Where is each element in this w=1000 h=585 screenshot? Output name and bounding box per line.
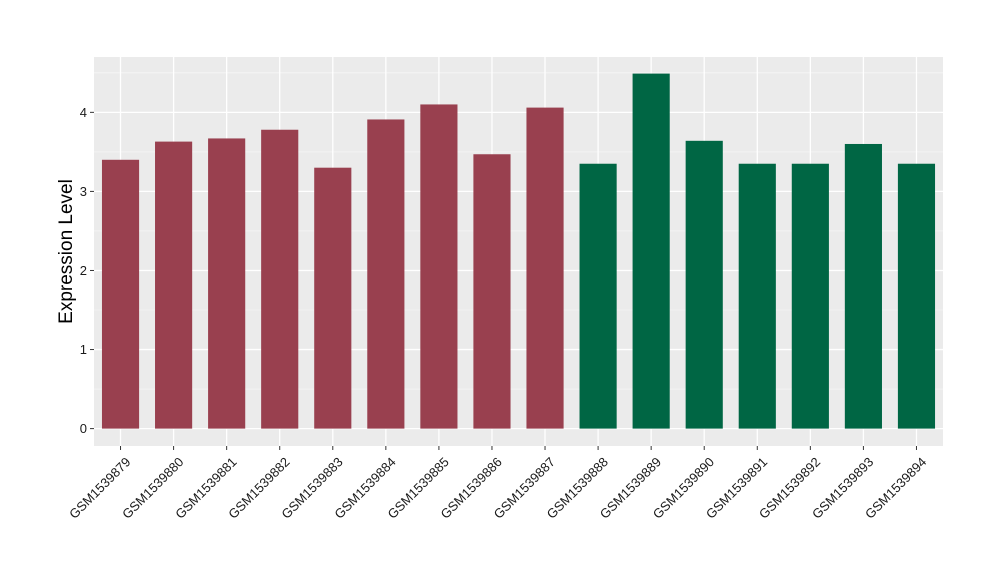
y-tick-label: 2: [80, 263, 87, 278]
y-tick-label: 1: [80, 342, 87, 357]
bar-GSM1539889: [632, 73, 670, 429]
y-axis-title: Expression Level: [56, 179, 77, 324]
bar-GSM1539882: [261, 129, 299, 429]
bar-GSM1539881: [208, 138, 246, 429]
y-tick-label: 0: [80, 421, 87, 436]
bar-GSM1539879: [101, 159, 140, 429]
bar-GSM1539892: [791, 163, 829, 429]
bar-GSM1539887: [526, 107, 564, 429]
bar-GSM1539883: [314, 167, 352, 429]
y-axis: 0 1 2 3 4: [80, 105, 94, 436]
bar-GSM1539894: [897, 163, 936, 429]
y-tick-label: 4: [80, 105, 87, 120]
bar-GSM1539893: [844, 143, 882, 429]
bar-GSM1539888: [579, 163, 617, 429]
bar-GSM1539880: [155, 141, 193, 429]
bars: [101, 73, 936, 429]
bar-GSM1539890: [685, 140, 723, 429]
bar-GSM1539886: [473, 154, 511, 429]
bar-GSM1539885: [420, 104, 458, 429]
bar-GSM1539884: [367, 119, 405, 429]
x-axis: GSM1539879GSM1539880GSM1539881GSM1539882…: [66, 446, 929, 522]
y-tick-label: 3: [80, 184, 87, 199]
bar-GSM1539891: [738, 163, 776, 429]
